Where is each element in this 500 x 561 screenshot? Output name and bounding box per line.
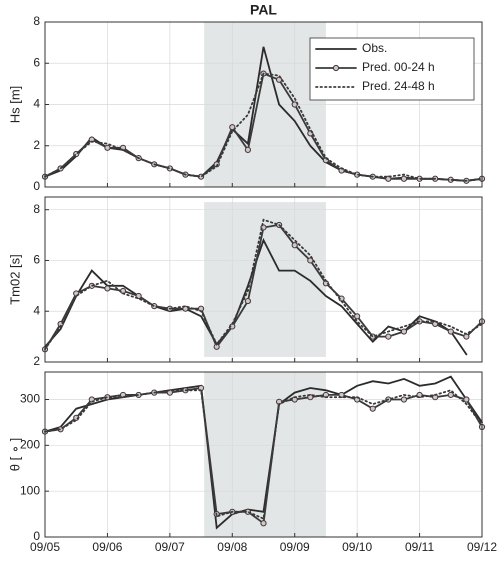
series-marker (291, 242, 298, 249)
series-marker (385, 333, 392, 340)
legend-label: Pred. 24-48 h (362, 79, 435, 93)
series-marker (447, 328, 454, 335)
legend-marker (332, 64, 340, 72)
y-tick-label: 0 (33, 529, 40, 543)
axes-frame (44, 371, 483, 538)
y-tick-label: 8 (33, 202, 40, 216)
x-tick-label: 09/05 (30, 540, 60, 554)
y-tick-label: 4 (33, 97, 40, 111)
axes-frame (44, 21, 483, 188)
y-tick-label: 4 (33, 303, 40, 317)
series-marker (104, 285, 111, 292)
x-tick-label: 09/08 (217, 540, 247, 554)
series-marker (244, 297, 251, 305)
y-tick-label: 0 (33, 179, 40, 193)
x-tick-label: 09/07 (155, 540, 185, 554)
series-line (44, 218, 483, 351)
series-marker (400, 328, 408, 335)
legend-label: Obs. (362, 41, 387, 55)
series-line (44, 72, 483, 182)
x-tick-label: 09/11 (405, 540, 434, 554)
series-marker (400, 396, 408, 403)
y-tick-label: 2 (33, 138, 40, 152)
y-axis-label: Tm02 [s] (7, 254, 22, 305)
y-tick-label: 200 (20, 438, 40, 452)
series-marker (354, 313, 361, 320)
y-tick-label: 300 (20, 392, 40, 406)
series-marker (385, 175, 392, 182)
series-marker (229, 124, 236, 131)
series-line (44, 389, 483, 521)
y-tick-label: 100 (20, 483, 40, 497)
y-axis-label: Hs [m] (7, 86, 22, 124)
legend-label: Pred. 00-24 h (362, 60, 435, 74)
x-tick-label: 09/12 (467, 540, 497, 554)
series-line (44, 375, 483, 530)
series-marker (400, 175, 408, 182)
x-tick-label: 09/10 (342, 540, 372, 554)
series-marker (463, 396, 470, 403)
y-tick-label: 8 (33, 14, 40, 28)
y-tick-label: 6 (33, 55, 40, 69)
x-tick-label: 09/09 (280, 540, 310, 554)
series-marker (104, 144, 111, 151)
series-marker (260, 520, 267, 527)
x-tick-label: 09/06 (92, 540, 122, 554)
series-marker (244, 146, 251, 153)
series-marker (447, 391, 454, 399)
y-tick-label: 6 (33, 253, 40, 267)
y-axis-label: θ [ ∘ ] (7, 438, 22, 471)
series-marker (369, 405, 376, 412)
y-tick-label: 2 (33, 354, 40, 368)
chart-title: PAL (250, 2, 277, 18)
axes-frame (44, 196, 483, 363)
